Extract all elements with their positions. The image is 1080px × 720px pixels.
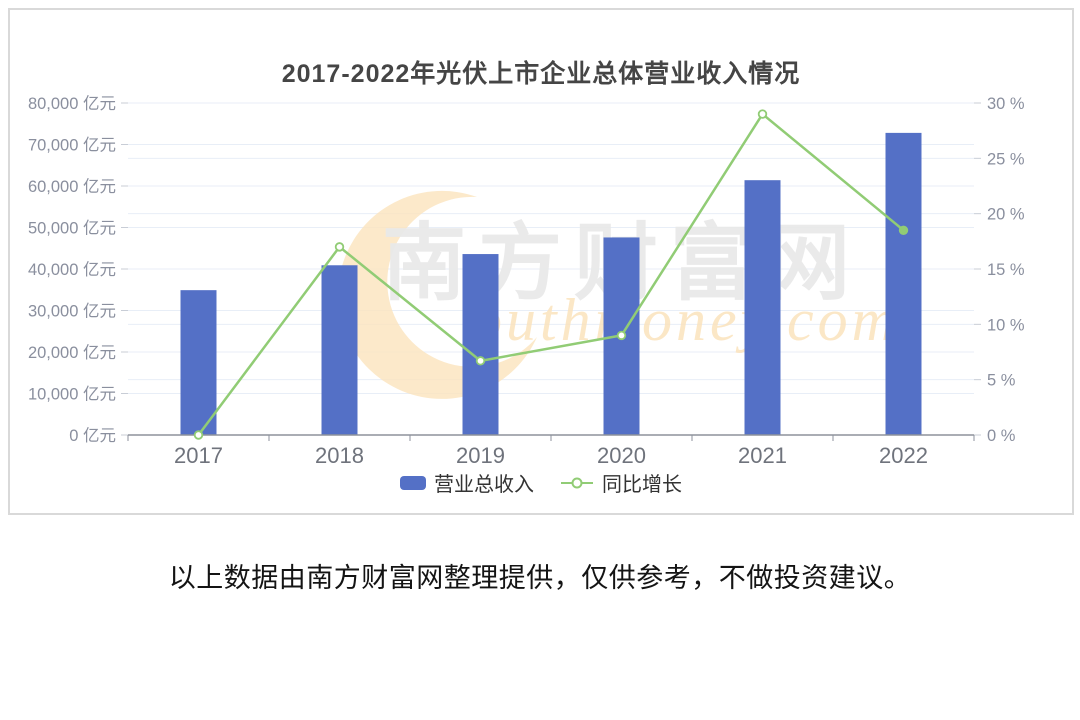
- line-point-2019[interactable]: [475, 356, 486, 366]
- line-point-2022[interactable]: [898, 225, 909, 235]
- x-label-2018: 2018: [315, 443, 364, 468]
- y-right-label: 30 %: [987, 95, 1025, 113]
- line-point-2021[interactable]: [757, 109, 768, 119]
- y-right-label: 10 %: [987, 316, 1025, 334]
- y-left-label: 80,000 亿元: [28, 94, 116, 113]
- bar-2017[interactable]: [180, 290, 217, 435]
- chart-title: 2017-2022年光伏上市企业总体营业收入情况: [281, 60, 801, 88]
- legend-item-growth[interactable]: 同比增长: [560, 468, 682, 497]
- watermark-crescent-icon: [337, 190, 537, 399]
- chart-legend: 营业总收入 同比增长: [10, 468, 1072, 497]
- y-right-label: 25 %: [987, 150, 1025, 168]
- y-left-label: 20,000 亿元: [28, 343, 116, 362]
- x-label-2020: 2020: [597, 443, 646, 468]
- line-point-2020[interactable]: [616, 330, 627, 341]
- bar-2021[interactable]: [744, 180, 781, 435]
- x-label-2022: 2022: [879, 443, 928, 468]
- line-point-2017[interactable]: [193, 430, 204, 440]
- bar-series-swatch-icon: [400, 475, 426, 490]
- growth-line: [197, 112, 905, 436]
- y-right-label: 20 %: [987, 206, 1025, 224]
- bar-2019[interactable]: [462, 254, 499, 435]
- y-left-label: 30,000 亿元: [28, 302, 116, 321]
- legend-label-revenue: 营业总收入: [434, 474, 534, 496]
- y-left-label: 0 亿元: [69, 426, 116, 445]
- bar-2018[interactable]: [321, 265, 358, 435]
- x-label-2019: 2019: [456, 443, 505, 468]
- y-left-label: 40,000 亿元: [28, 260, 116, 279]
- legend-label-growth: 同比增长: [602, 474, 682, 496]
- y-right-label: 0 %: [987, 427, 1016, 445]
- x-label-2021: 2021: [738, 443, 787, 468]
- y-left-label: 70,000 亿元: [28, 136, 116, 155]
- footer-note: 以上数据由南方财富网整理提供，仅供参考，不做投资建议。: [168, 563, 912, 593]
- legend-item-revenue[interactable]: 营业总收入: [400, 468, 534, 497]
- y-right-label: 15 %: [987, 261, 1025, 279]
- watermark-en-text: outhmoney.com: [472, 287, 899, 353]
- x-label-2017: 2017: [174, 443, 223, 468]
- y-left-label: 50,000 亿元: [28, 219, 116, 238]
- y-right-label: 5 %: [987, 372, 1016, 390]
- line-series-swatch-icon: [561, 477, 593, 488]
- y-left-label: 10,000 亿元: [28, 385, 116, 404]
- bar-2022[interactable]: [885, 132, 922, 435]
- line-point-2018[interactable]: [334, 242, 345, 252]
- y-left-label: 60,000 亿元: [28, 177, 116, 196]
